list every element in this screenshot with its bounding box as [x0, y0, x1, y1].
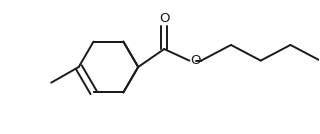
Text: O: O: [159, 12, 169, 25]
Text: O: O: [190, 54, 201, 67]
